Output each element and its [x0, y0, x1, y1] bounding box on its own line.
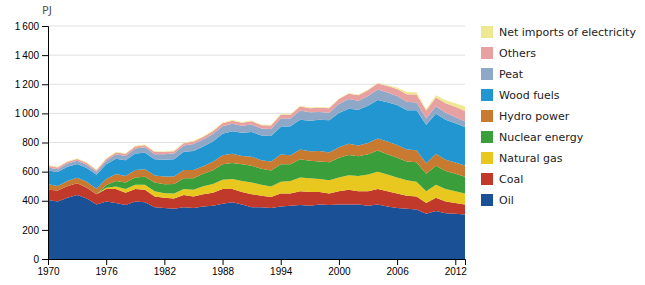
area: [48, 83, 465, 172]
y-tick-label: 0: [33, 254, 39, 265]
y-tick-mark: [42, 55, 48, 56]
legend-label: Others: [499, 47, 536, 60]
legend-swatch: [481, 26, 493, 38]
y-tick: 1 400: [15, 50, 48, 61]
y-tick-mark: [42, 201, 48, 202]
legend-item: Wood fuels: [481, 89, 560, 102]
y-tick-label: 1 000: [15, 108, 40, 119]
legend-item: Natural gas: [481, 152, 563, 165]
legend-label: Oil: [499, 194, 514, 207]
legend-label: Coal: [499, 173, 523, 186]
x-tick-label: 2012: [445, 266, 468, 277]
x-tick-mark: [106, 259, 107, 265]
x-tick-label: 1988: [212, 266, 235, 277]
grid: [48, 26, 465, 259]
x-tick: 2006: [386, 259, 409, 277]
y-tick: 1 600: [15, 21, 48, 32]
legend-item: Peat: [481, 68, 524, 81]
legend-label: Nuclear energy: [499, 131, 584, 144]
x-tick-mark: [397, 259, 398, 265]
y-tick-mark: [42, 143, 48, 144]
y-tick-label: 600: [22, 166, 39, 177]
x-tick-mark: [164, 259, 165, 265]
x-tick: 2000: [328, 259, 351, 277]
legend-item: Oil: [481, 194, 514, 207]
area: [48, 100, 465, 189]
x-tick-mark: [223, 259, 224, 265]
x-tick-mark: [281, 259, 282, 265]
legend-item: Nuclear energy: [481, 131, 584, 144]
legend-item: Others: [481, 47, 536, 60]
y-tick-mark: [42, 172, 48, 173]
legend-label: Net imports of electricity: [499, 26, 636, 39]
y-tick: 800: [22, 137, 48, 148]
y-tick-mark: [42, 259, 48, 260]
legend-swatch: [481, 110, 493, 122]
chart: 1970 1976 1982 1988 1994 2000 2006 2012 0 200 400 6…: [0, 0, 645, 285]
legend-swatch: [481, 89, 493, 101]
y-tick: 1 000: [15, 108, 48, 119]
y-axis-line: [42, 27, 49, 260]
y-axis-label: PJ: [42, 4, 52, 17]
grid-line: [48, 26, 465, 27]
y-tick-label: 1 200: [15, 79, 40, 90]
x-tick-label: 2006: [386, 266, 409, 277]
x-tick-label: 2000: [328, 266, 351, 277]
area: [48, 89, 465, 174]
x-tick-label: 1976: [96, 266, 119, 277]
y-tick-label: 1 600: [15, 21, 40, 32]
y-tick: 600: [22, 166, 48, 177]
legend-item: Coal: [481, 173, 523, 186]
legend-swatch: [481, 131, 493, 143]
x-axis-line: [49, 260, 466, 266]
legend-label: Natural gas: [499, 152, 563, 165]
y-tick: 200: [22, 225, 48, 236]
legend-swatch: [481, 173, 493, 185]
grid-line: [48, 84, 465, 85]
y-tick: 400: [22, 195, 48, 206]
legend: Net imports of electricity Others Peat Wood…: [481, 26, 636, 207]
x-tick-mark: [339, 259, 340, 265]
x-tick: 1994: [270, 259, 293, 277]
y-tick: 1 200: [15, 79, 48, 90]
y-tick-mark: [42, 26, 48, 27]
legend-item: Hydro power: [481, 110, 570, 123]
plot: 1970 1976 1982 1988 1994 2000 2006 2012 0 200 400 6…: [15, 4, 468, 277]
y-tick: 0: [33, 254, 48, 265]
legend-item: Net imports of electricity: [481, 26, 636, 39]
x-tick-mark: [455, 259, 456, 265]
x-axis: 1970 1976 1982 1988 1994 2000 2006 2012: [37, 259, 467, 277]
y-tick-label: 400: [22, 195, 39, 206]
x-tick: 2012: [445, 259, 468, 277]
y-tick-label: 800: [22, 137, 39, 148]
y-tick-label: 1 400: [15, 50, 40, 61]
x-tick-label: 1970: [37, 266, 60, 277]
legend-swatch: [481, 152, 493, 164]
x-tick-label: 1994: [270, 266, 293, 277]
legend-label: Hydro power: [499, 110, 570, 123]
y-tick-mark: [42, 84, 48, 85]
area: [48, 83, 465, 171]
x-tick: 1970: [37, 259, 60, 277]
grid-line: [48, 55, 465, 56]
y-tick-mark: [42, 230, 48, 231]
y-axis: 0 200 400 600 800 1 000 1 200 1 400 1 600: [15, 21, 49, 265]
legend-swatch: [481, 194, 493, 206]
areas: [48, 83, 465, 259]
legend-label: Wood fuels: [499, 89, 560, 102]
legend-swatch: [481, 47, 493, 59]
x-tick: 1976: [96, 259, 119, 277]
legend-label: Peat: [499, 68, 524, 81]
x-tick: 1988: [212, 259, 235, 277]
y-tick-label: 200: [22, 225, 39, 236]
x-tick: 1982: [154, 259, 177, 277]
legend-swatch: [481, 68, 493, 80]
x-tick-label: 1982: [154, 266, 177, 277]
y-tick-mark: [42, 113, 48, 114]
